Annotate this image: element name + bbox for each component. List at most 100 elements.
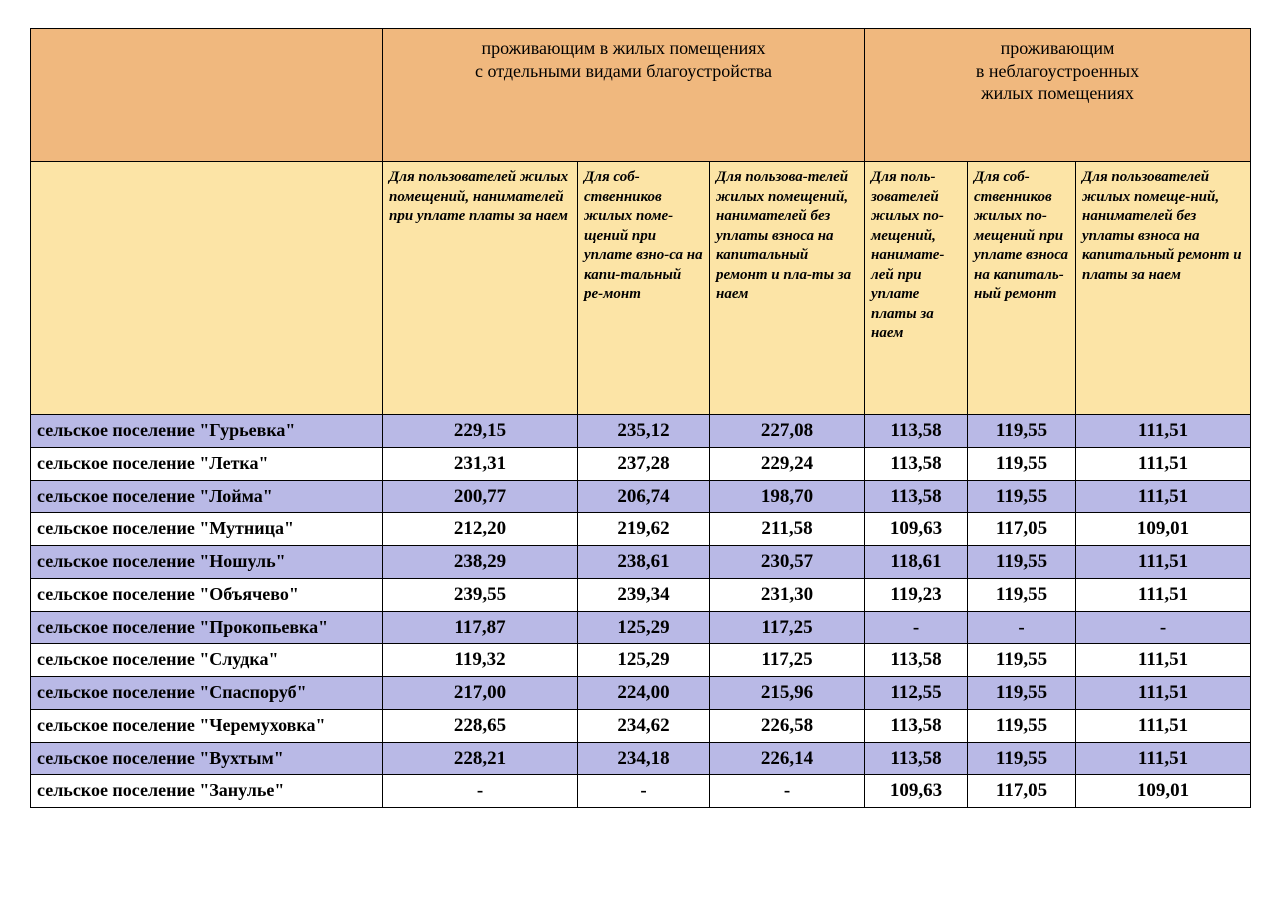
value-cell: 237,28 [578, 447, 710, 480]
value-cell: 111,51 [1076, 742, 1251, 775]
value-cell: 119,55 [968, 546, 1076, 579]
row-label: сельское поселение "Гурьевка" [31, 415, 383, 448]
row-label: сельское поселение "Летка" [31, 447, 383, 480]
value-cell: 111,51 [1076, 677, 1251, 710]
value-cell: 228,21 [383, 742, 578, 775]
value-cell: 231,30 [710, 578, 865, 611]
table-row: сельское поселение "Занулье"---109,63117… [31, 775, 1251, 808]
table-row: сельское поселение "Черемуховка"228,6523… [31, 709, 1251, 742]
value-cell: 117,25 [710, 611, 865, 644]
table-row: сельское поселение "Лойма"200,77206,7419… [31, 480, 1251, 513]
value-cell: 239,55 [383, 578, 578, 611]
row-label: сельское поселение "Черемуховка" [31, 709, 383, 742]
header-row-sub: Для пользователей жилых помещений, наним… [31, 162, 1251, 415]
value-cell: 119,55 [968, 415, 1076, 448]
value-cell: 239,34 [578, 578, 710, 611]
value-cell: 206,74 [578, 480, 710, 513]
value-cell: 117,87 [383, 611, 578, 644]
header-corner-sub [31, 162, 383, 415]
value-cell: 119,55 [968, 742, 1076, 775]
value-cell: 111,51 [1076, 415, 1251, 448]
value-cell: 226,14 [710, 742, 865, 775]
value-cell: - [865, 611, 968, 644]
row-label: сельское поселение "Ношуль" [31, 546, 383, 579]
value-cell: 117,25 [710, 644, 865, 677]
value-cell: 217,00 [383, 677, 578, 710]
row-label: сельское поселение "Мутница" [31, 513, 383, 546]
value-cell: 111,51 [1076, 644, 1251, 677]
value-cell: 119,55 [968, 677, 1076, 710]
subheader-3: Для пользова-телей жилых помещений, нани… [710, 162, 865, 415]
value-cell: 231,31 [383, 447, 578, 480]
row-label: сельское поселение "Слудка" [31, 644, 383, 677]
value-cell: 235,12 [578, 415, 710, 448]
value-cell: - [710, 775, 865, 808]
value-cell: 113,58 [865, 709, 968, 742]
value-cell: 228,65 [383, 709, 578, 742]
value-cell: 125,29 [578, 611, 710, 644]
subheader-1: Для пользователей жилых помещений, наним… [383, 162, 578, 415]
value-cell: 230,57 [710, 546, 865, 579]
table-row: сельское поселение "Прокопьевка"117,8712… [31, 611, 1251, 644]
value-cell: 113,58 [865, 742, 968, 775]
value-cell: 113,58 [865, 644, 968, 677]
value-cell: 111,51 [1076, 709, 1251, 742]
value-cell: 211,58 [710, 513, 865, 546]
row-label: сельское поселение "Вухтым" [31, 742, 383, 775]
value-cell: 109,63 [865, 775, 968, 808]
value-cell: 119,23 [865, 578, 968, 611]
value-cell: 111,51 [1076, 480, 1251, 513]
tariff-table: проживающим в жилых помещенияхс отдельны… [30, 28, 1251, 808]
table-row: сельское поселение "Летка"231,31237,2822… [31, 447, 1251, 480]
value-cell: 226,58 [710, 709, 865, 742]
value-cell: - [383, 775, 578, 808]
table-row: сельское поселение "Спаспоруб"217,00224,… [31, 677, 1251, 710]
table-row: сельское поселение "Гурьевка"229,15235,1… [31, 415, 1251, 448]
value-cell: 215,96 [710, 677, 865, 710]
subheader-6: Для пользователей жилых помеще-ний, нани… [1076, 162, 1251, 415]
value-cell: 219,62 [578, 513, 710, 546]
value-cell: 119,32 [383, 644, 578, 677]
value-cell: 227,08 [710, 415, 865, 448]
header-corner-top [31, 29, 383, 162]
subheader-4: Для поль-зователей жилых по-мещений, нан… [865, 162, 968, 415]
subheader-2: Для соб-ственников жилых поме-щений при … [578, 162, 710, 415]
value-cell: 117,05 [968, 513, 1076, 546]
value-cell: 224,00 [578, 677, 710, 710]
value-cell: 119,55 [968, 480, 1076, 513]
value-cell: 229,15 [383, 415, 578, 448]
row-label: сельское поселение "Объячево" [31, 578, 383, 611]
value-cell: 238,61 [578, 546, 710, 579]
value-cell: 112,55 [865, 677, 968, 710]
value-cell: 109,63 [865, 513, 968, 546]
value-cell: 200,77 [383, 480, 578, 513]
value-cell: 198,70 [710, 480, 865, 513]
value-cell: 111,51 [1076, 447, 1251, 480]
value-cell: 109,01 [1076, 513, 1251, 546]
value-cell: 113,58 [865, 447, 968, 480]
value-cell: 109,01 [1076, 775, 1251, 808]
value-cell: 117,05 [968, 775, 1076, 808]
row-label: сельское поселение "Спаспоруб" [31, 677, 383, 710]
value-cell: 125,29 [578, 644, 710, 677]
value-cell: 119,55 [968, 644, 1076, 677]
value-cell: 113,58 [865, 480, 968, 513]
table-row: сельское поселение "Вухтым"228,21234,182… [31, 742, 1251, 775]
table-body: сельское поселение "Гурьевка"229,15235,1… [31, 415, 1251, 808]
value-cell: - [578, 775, 710, 808]
value-cell: 111,51 [1076, 546, 1251, 579]
row-label: сельское поселение "Лойма" [31, 480, 383, 513]
row-label: сельское поселение "Прокопьевка" [31, 611, 383, 644]
value-cell: 234,18 [578, 742, 710, 775]
value-cell: 229,24 [710, 447, 865, 480]
value-cell: 119,55 [968, 447, 1076, 480]
value-cell: - [968, 611, 1076, 644]
header-group-2: проживающимв неблагоустроенныхжилых поме… [865, 29, 1251, 162]
value-cell: 118,61 [865, 546, 968, 579]
table-row: сельское поселение "Слудка"119,32125,291… [31, 644, 1251, 677]
value-cell: 119,55 [968, 709, 1076, 742]
value-cell: 238,29 [383, 546, 578, 579]
subheader-5: Для соб-ственников жилых по-мещений при … [968, 162, 1076, 415]
row-label: сельское поселение "Занулье" [31, 775, 383, 808]
header-row-groups: проживающим в жилых помещенияхс отдельны… [31, 29, 1251, 162]
